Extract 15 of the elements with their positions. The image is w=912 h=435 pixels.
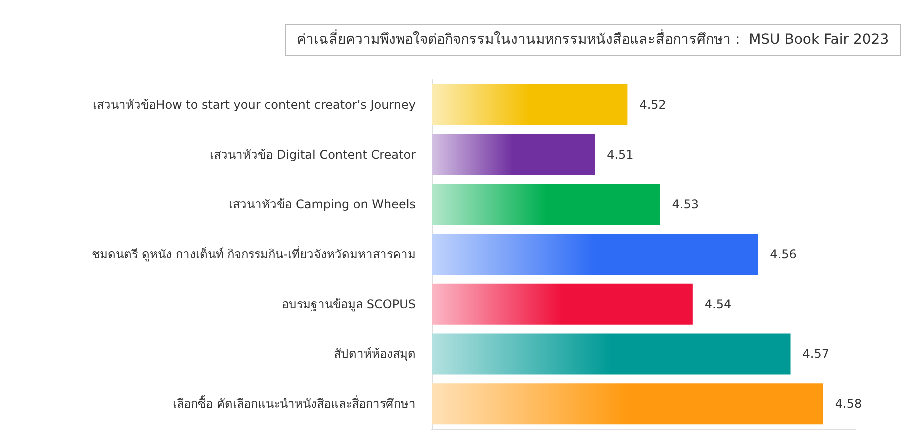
data-label: 4.53 (672, 198, 700, 212)
data-label: 4.54 (704, 297, 732, 312)
data-label: 4.52 (640, 98, 666, 112)
data-label: 4.56 (770, 248, 797, 262)
y-tick-label: เสวนาหัวข้อHow to start your content creator's Journey (93, 98, 416, 112)
chart-title: ค่าเฉลี่ยความพึงพอใจต่อกิจกรรมในงานมหกรรมหนังสือและสื่อการศึกษา : MSU Book Fair 2023 (297, 30, 890, 48)
data-label: 4.57 (802, 347, 830, 362)
y-tick-label: เลือกซื้อ คัดเลือกแนะนำหนังสือและสื่อการศึกษา (173, 395, 416, 412)
y-tick-label: ชมดนตรี ดูหนัง กางเต็นท์ กิจกรรมกิน-เที่ยวจังหวัดมหาสารคาม (92, 246, 416, 262)
data-label: 4.51 (607, 148, 634, 162)
y-tick-label: สัปดาห์ห้องสมุด (334, 347, 416, 362)
data-label: 4.58 (835, 397, 862, 412)
y-tick-label: เสวนาหัวข้อ Camping on Wheels (229, 198, 416, 212)
y-tick-label: เสวนาหัวข้อ Digital Content Creator (210, 148, 416, 162)
y-tick-label: อบรมฐานข้อมูล SCOPUS (282, 297, 416, 312)
